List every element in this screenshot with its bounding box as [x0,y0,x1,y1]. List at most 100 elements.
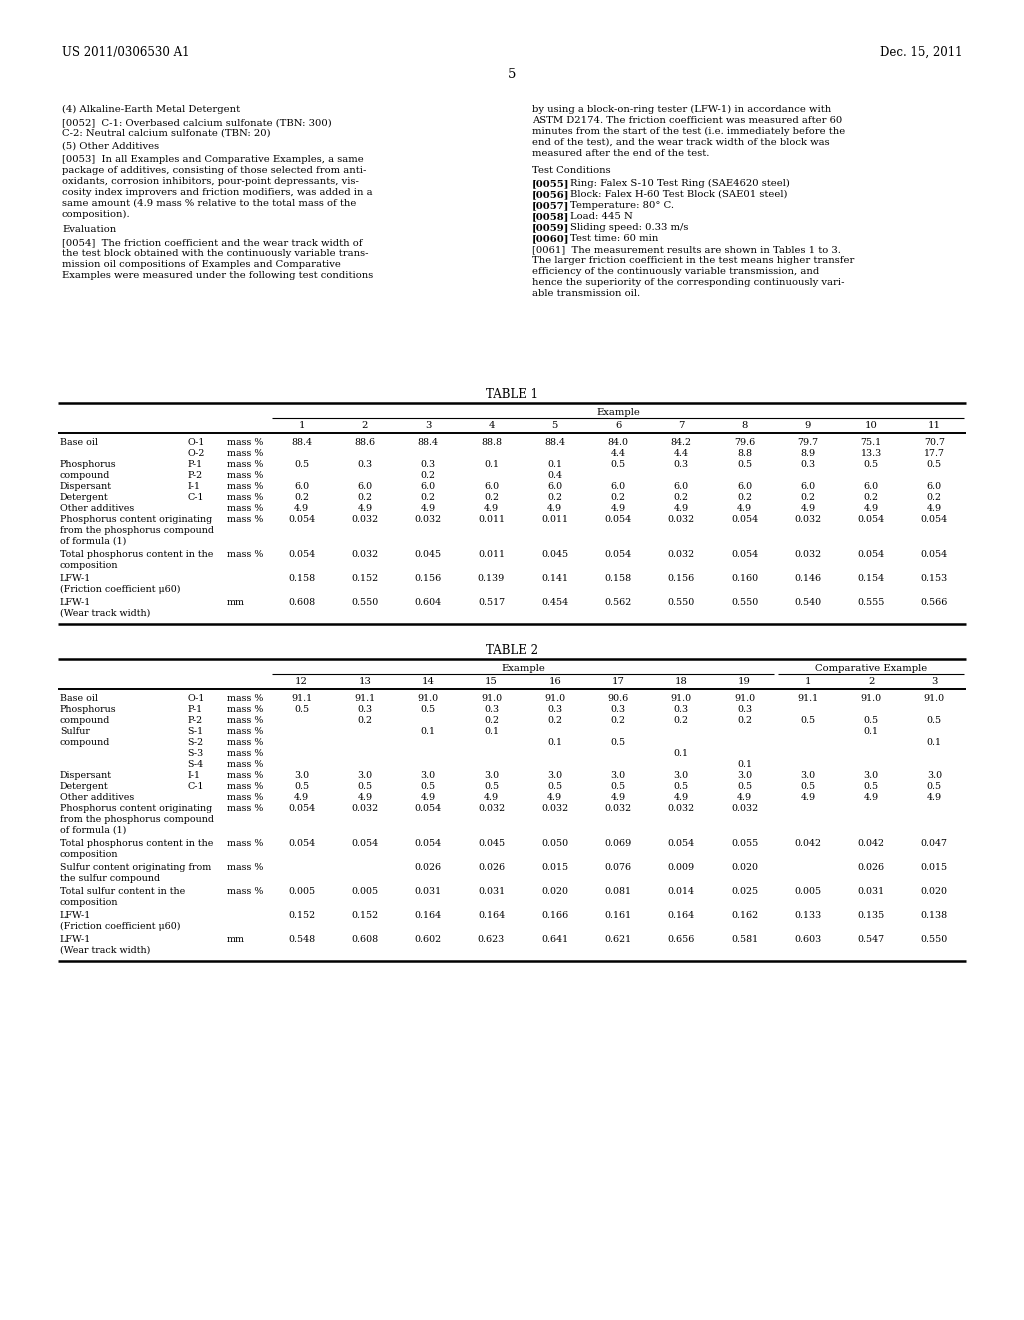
Text: 0.054: 0.054 [288,840,315,847]
Text: 8: 8 [741,421,748,430]
Text: 0.005: 0.005 [288,887,315,896]
Text: mass %: mass % [227,771,263,780]
Text: 0.5: 0.5 [294,781,309,791]
Text: 0.014: 0.014 [668,887,694,896]
Text: 0.3: 0.3 [484,705,499,714]
Text: Other additives: Other additives [60,793,134,803]
Text: 0.032: 0.032 [795,550,821,558]
Text: 0.3: 0.3 [357,705,373,714]
Text: 0.152: 0.152 [351,911,379,920]
Text: 1: 1 [805,677,811,686]
Text: LFW-1: LFW-1 [60,935,91,944]
Text: Example: Example [501,664,545,673]
Text: 3: 3 [931,677,938,686]
Text: mass %: mass % [227,550,263,558]
Text: Comparative Example: Comparative Example [815,664,927,673]
Text: 4.9: 4.9 [863,504,879,513]
Text: P-2: P-2 [187,715,202,725]
Text: mass %: mass % [227,793,263,803]
Text: 75.1: 75.1 [860,438,882,447]
Text: 0.026: 0.026 [478,863,505,873]
Text: 4.9: 4.9 [927,504,942,513]
Text: of formula (1): of formula (1) [60,826,126,836]
Text: 0.5: 0.5 [863,459,879,469]
Text: 0.555: 0.555 [857,598,885,607]
Text: 0.042: 0.042 [857,840,885,847]
Text: 0.031: 0.031 [478,887,505,896]
Text: TABLE 1: TABLE 1 [486,388,538,401]
Text: 0.2: 0.2 [357,492,373,502]
Text: 0.032: 0.032 [351,550,379,558]
Text: 0.5: 0.5 [357,781,373,791]
Text: 0.032: 0.032 [668,550,695,558]
Text: Base oil: Base oil [60,438,98,447]
Text: 0.2: 0.2 [863,492,879,502]
Text: 0.054: 0.054 [731,550,758,558]
Text: 0.045: 0.045 [541,550,568,558]
Text: 0.054: 0.054 [857,550,885,558]
Text: 1: 1 [298,421,305,430]
Text: 88.4: 88.4 [291,438,312,447]
Text: 3: 3 [425,421,431,430]
Text: 6.0: 6.0 [610,482,626,491]
Text: The larger friction coefficient in the test means higher transfer: The larger friction coefficient in the t… [532,256,854,265]
Text: 0.054: 0.054 [731,515,758,524]
Text: 0.054: 0.054 [415,804,441,813]
Text: 0.517: 0.517 [478,598,505,607]
Text: 91.0: 91.0 [544,694,565,704]
Text: 0.5: 0.5 [863,781,879,791]
Text: hence the superiority of the corresponding continuously vari-: hence the superiority of the correspondi… [532,279,845,286]
Text: 0.031: 0.031 [857,887,885,896]
Text: 11: 11 [928,421,941,430]
Text: Phosphorus: Phosphorus [60,459,117,469]
Text: 0.146: 0.146 [795,574,821,583]
Text: 6.0: 6.0 [547,482,562,491]
Text: 4.9: 4.9 [357,793,373,803]
Text: 0.5: 0.5 [547,781,562,791]
Text: [0054]  The friction coefficient and the wear track width of: [0054] The friction coefficient and the … [62,238,362,247]
Text: 0.054: 0.054 [288,550,315,558]
Text: 4.4: 4.4 [674,449,689,458]
Text: LFW-1: LFW-1 [60,598,91,607]
Text: Test time: 60 min: Test time: 60 min [570,234,658,243]
Text: compound: compound [60,738,111,747]
Text: 0.153: 0.153 [921,574,948,583]
Text: 0.011: 0.011 [478,550,505,558]
Text: 0.015: 0.015 [921,863,948,873]
Text: 0.656: 0.656 [668,935,695,944]
Text: able transmission oil.: able transmission oil. [532,289,640,298]
Text: 3.0: 3.0 [927,771,942,780]
Text: 14: 14 [422,677,434,686]
Text: 0.2: 0.2 [484,492,499,502]
Text: 13: 13 [358,677,372,686]
Text: 0.158: 0.158 [288,574,315,583]
Text: 0.055: 0.055 [731,840,758,847]
Text: 0.152: 0.152 [288,911,315,920]
Text: 2: 2 [868,677,874,686]
Text: [0060]: [0060] [532,234,569,243]
Text: 0.069: 0.069 [604,840,632,847]
Text: Ring: Falex S-10 Test Ring (SAE4620 steel): Ring: Falex S-10 Test Ring (SAE4620 stee… [570,180,790,189]
Text: from the phosphorus compound: from the phosphorus compound [60,814,214,824]
Text: measured after the end of the test.: measured after the end of the test. [532,149,710,158]
Text: 0.161: 0.161 [604,911,632,920]
Text: 0.5: 0.5 [610,781,626,791]
Text: 0.138: 0.138 [921,911,948,920]
Text: Load: 445 N: Load: 445 N [570,213,633,220]
Text: 17: 17 [611,677,625,686]
Text: Temperature: 80° C.: Temperature: 80° C. [570,201,674,210]
Text: Phosphorus content originating: Phosphorus content originating [60,804,212,813]
Text: TABLE 2: TABLE 2 [486,644,538,657]
Text: 0.1: 0.1 [737,760,752,770]
Text: 4.9: 4.9 [927,793,942,803]
Text: 0.2: 0.2 [610,715,626,725]
Text: 0.032: 0.032 [351,804,379,813]
Text: 0.603: 0.603 [795,935,821,944]
Text: Dispersant: Dispersant [60,482,112,491]
Text: 79.7: 79.7 [798,438,818,447]
Text: 0.608: 0.608 [351,935,379,944]
Text: 0.045: 0.045 [415,550,441,558]
Text: 0.2: 0.2 [421,492,435,502]
Text: LFW-1: LFW-1 [60,911,91,920]
Text: (Wear track width): (Wear track width) [60,946,151,954]
